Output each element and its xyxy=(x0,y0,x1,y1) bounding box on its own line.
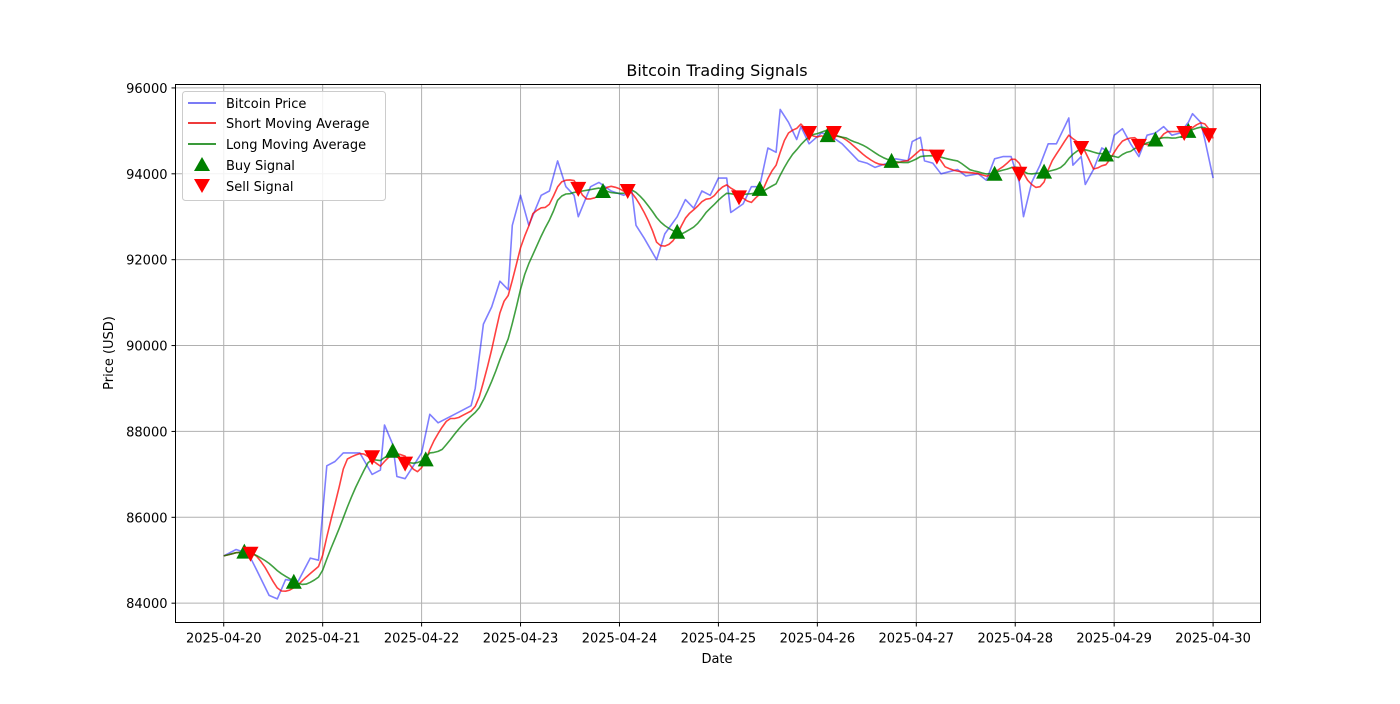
x-tick-label: 2025-04-27 xyxy=(879,632,955,647)
y-axis-label: Price (USD) xyxy=(102,316,117,390)
x-tick-label: 2025-04-28 xyxy=(977,632,1053,647)
buy-signal-marker xyxy=(594,182,611,198)
sell-signal-marker xyxy=(1200,128,1217,144)
buy-signal-marker xyxy=(285,573,302,589)
buy-signal-marker xyxy=(819,127,836,143)
sell-signal-marker xyxy=(570,181,587,197)
sell-signal-marker xyxy=(397,456,414,472)
legend-buy-marker xyxy=(194,157,210,171)
x-tick-label: 2025-04-20 xyxy=(186,632,262,647)
x-tick-label: 2025-04-29 xyxy=(1076,632,1152,647)
sell-signal-marker xyxy=(731,190,748,206)
sell-signal-marker xyxy=(1011,166,1028,182)
chart-title: Bitcoin Trading Signals xyxy=(626,61,807,80)
y-tick-label: 92000 xyxy=(126,254,167,269)
buy-signal-marker xyxy=(1147,131,1164,147)
legend-label-long-ma: Long Moving Average xyxy=(226,138,366,153)
legend-label-price: Bitcoin Price xyxy=(226,97,306,112)
buy-signal-marker xyxy=(1036,163,1053,179)
y-tick-label: 90000 xyxy=(126,340,167,355)
buy-signal-marker xyxy=(883,152,900,168)
y-tick-label: 86000 xyxy=(126,511,167,526)
sell-signal-marker xyxy=(1130,138,1147,154)
x-tick-label: 2025-04-24 xyxy=(582,632,658,647)
sell-signal-marker xyxy=(1073,141,1090,157)
x-tick-label: 2025-04-30 xyxy=(1175,632,1251,647)
y-tick-label: 94000 xyxy=(126,168,167,183)
x-tick-label: 2025-04-25 xyxy=(681,632,757,647)
buy-signal-marker xyxy=(669,223,686,239)
x-tick-label: 2025-04-26 xyxy=(780,632,856,647)
signal-markers xyxy=(236,122,1217,589)
sell-signal-marker xyxy=(928,149,945,165)
sell-signal-marker xyxy=(242,546,259,562)
sell-signal-marker xyxy=(825,126,842,142)
x-axis: 2025-04-20 2025-04-21 2025-04-22 2025-04-23… xyxy=(186,622,1251,647)
y-axis: 84000 86000 88000 90000 92000 94000 96000 xyxy=(126,82,176,612)
y-tick-label: 88000 xyxy=(126,425,167,440)
x-tick-label: 2025-04-22 xyxy=(384,632,460,647)
sell-signal-marker xyxy=(364,450,381,466)
legend: Bitcoin Price Short Moving Average Long … xyxy=(182,91,386,201)
buy-signal-marker xyxy=(986,165,1003,181)
buy-signal-marker xyxy=(751,180,768,196)
sell-signal-marker xyxy=(619,183,636,199)
legend-box xyxy=(182,91,386,201)
legend-sell-marker xyxy=(194,179,210,193)
sell-signal-marker xyxy=(801,126,818,142)
x-tick-label: 2025-04-21 xyxy=(285,632,361,647)
x-axis-label: Date xyxy=(701,652,732,667)
legend-label-short-ma: Short Moving Average xyxy=(226,117,370,132)
buy-signal-marker xyxy=(384,442,401,458)
grid xyxy=(175,84,1261,623)
buy-signal-marker xyxy=(417,451,434,467)
sell-signal-marker xyxy=(1176,126,1193,142)
y-tick-label: 96000 xyxy=(126,82,167,97)
y-tick-label: 84000 xyxy=(126,597,167,612)
price-line xyxy=(223,108,1214,600)
legend-label-buy: Buy Signal xyxy=(226,159,295,174)
legend-label-sell: Sell Signal xyxy=(226,180,294,195)
buy-signal-marker xyxy=(1097,146,1114,162)
x-tick-label: 2025-04-23 xyxy=(483,632,559,647)
